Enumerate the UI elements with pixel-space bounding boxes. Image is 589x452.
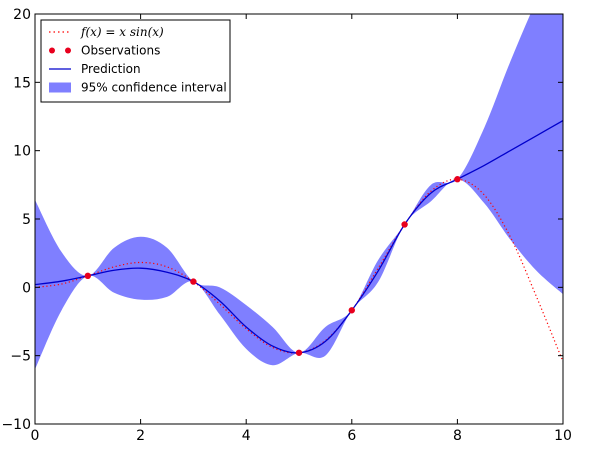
legend-label-true-function: f(x) = x sin(x): [80, 25, 164, 39]
y-tick-label: 10: [13, 144, 31, 160]
y-tick-label: −5: [10, 349, 31, 365]
y-tick-label: 20: [13, 7, 31, 23]
legend-label-prediction: Prediction: [81, 62, 141, 76]
legend-box: [40, 19, 231, 103]
legend-label-observations: Observations: [81, 44, 160, 58]
observation-point: [348, 307, 355, 314]
observation-point: [401, 221, 408, 228]
observation-point: [454, 176, 461, 183]
y-tick-label: 5: [22, 212, 31, 228]
legend: f(x) = x sin(x) Observations Prediction …: [40, 19, 231, 103]
observation-point: [84, 272, 92, 280]
x-tick-label: 6: [347, 428, 356, 444]
axis-ticks: 0 2 4 6 8 10 −10 −5 0 5 10 15 20: [1, 7, 571, 444]
legend-symbol-observations-2: [65, 47, 71, 54]
y-tick-label: 15: [13, 75, 31, 91]
legend-symbol-confidence-interval: [49, 82, 71, 93]
x-tick-label: 2: [136, 428, 145, 444]
y-tick-label: −10: [1, 417, 31, 433]
confidence-band: [35, 14, 563, 370]
legend-label-confidence-interval: 95% confidence interval: [81, 81, 227, 95]
observation-point: [190, 278, 197, 285]
y-tick-label: 0: [22, 280, 31, 296]
x-tick-label: 10: [554, 428, 572, 444]
x-tick-label: 0: [31, 428, 40, 444]
x-tick-label: 8: [453, 428, 462, 444]
legend-symbol-observations-1: [49, 47, 55, 54]
observation-point: [295, 349, 303, 356]
plot-area: [35, 14, 563, 370]
x-tick-label: 4: [242, 428, 251, 444]
